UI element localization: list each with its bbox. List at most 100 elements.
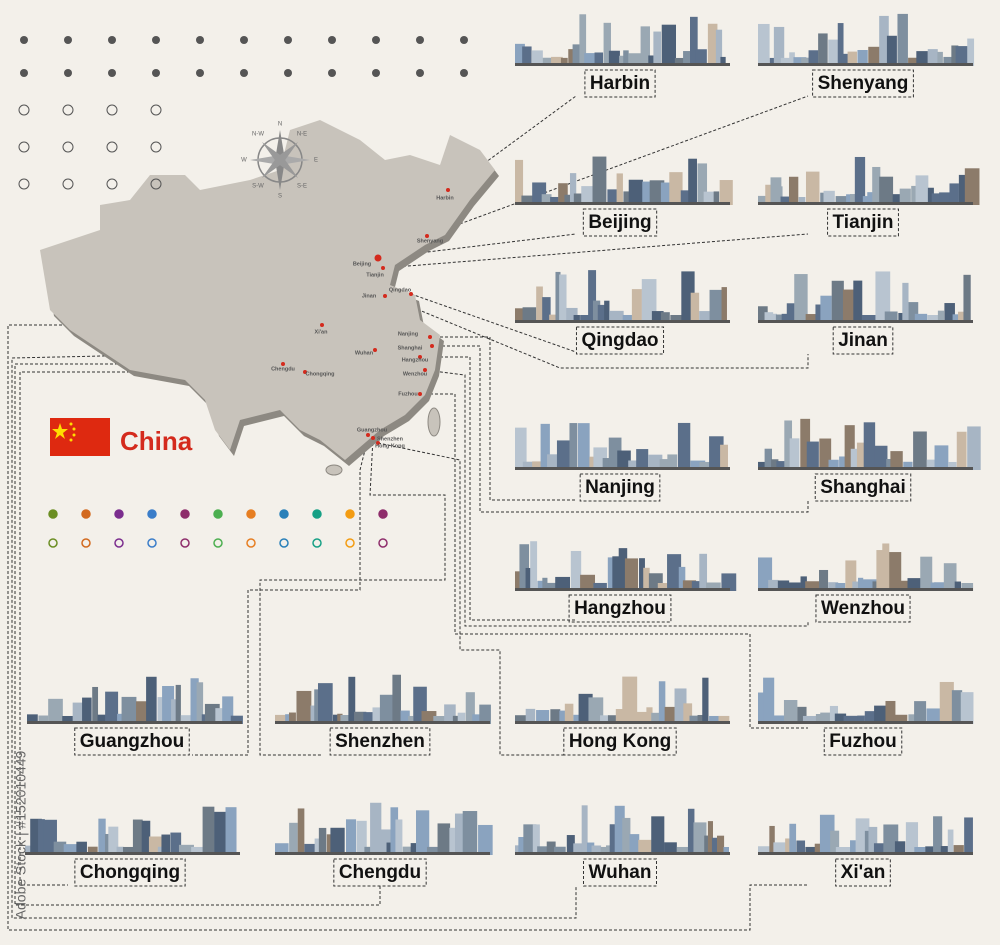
building [721,287,727,323]
compass-needle [262,142,298,178]
building [607,715,619,724]
city-map-label: Wuhan [355,350,374,356]
icon [64,69,72,77]
building [400,710,410,724]
building [542,297,551,323]
icon [106,104,118,116]
building [835,846,851,855]
building [758,306,768,323]
building [770,313,777,323]
skyline: Xi'an [758,814,973,887]
skyline: Shenyang [758,13,975,98]
building [958,311,968,323]
building [515,845,521,855]
icon [372,36,380,44]
skyline-ground [25,852,240,855]
building [678,566,686,591]
building [554,846,566,855]
building [573,314,580,323]
building [914,701,927,724]
building [564,703,574,724]
building [931,193,941,205]
building [719,180,733,205]
building [638,839,652,855]
building [842,289,854,323]
building [518,836,527,855]
city-map-label: Nanjing [398,331,418,337]
building [828,459,839,470]
building [773,26,785,66]
building [38,715,49,724]
building [876,550,884,591]
building [43,819,57,855]
building [954,581,962,591]
building [515,159,524,205]
building [758,461,766,470]
building [690,16,698,66]
icon [284,69,292,77]
building [893,714,908,724]
skyline: Shanghai [758,418,981,502]
building [479,704,491,724]
building [588,697,604,724]
building [162,685,175,724]
building [908,714,918,724]
building [62,715,76,724]
icon [20,36,28,44]
building [690,292,700,323]
building [908,57,918,66]
skyline-ground [515,852,730,855]
building [573,714,580,724]
building [190,678,199,724]
building [925,846,936,855]
map-pin [213,538,223,548]
building [847,51,857,66]
building [720,444,728,470]
building [642,181,651,205]
icon [196,36,204,44]
building [622,314,635,323]
icon [62,178,74,190]
building [805,314,817,323]
city-map-label: Chengdu [271,366,295,372]
building [697,163,708,205]
label-box [814,473,912,502]
icon [62,104,74,116]
label-box [584,69,656,98]
building [222,696,234,724]
building [713,191,720,205]
building [550,196,559,205]
building [933,816,943,855]
building [930,582,937,591]
building [763,677,775,724]
building [717,835,725,855]
building [594,52,604,66]
building [788,582,801,591]
building [618,548,628,591]
icon [108,36,116,44]
building [660,312,670,323]
building [661,24,677,67]
building [951,690,963,724]
icon [240,36,248,44]
building [764,448,773,470]
building [108,826,119,855]
building [773,715,785,724]
building [939,681,954,724]
compass-label: W [241,158,247,164]
building [449,827,457,855]
skyline-ground [515,320,730,323]
connector-line [14,363,381,906]
building [839,456,847,470]
city-map-label: Tianjin [366,272,384,278]
city-dot [418,392,422,396]
skyline: Shenzhen [275,674,491,756]
building [584,53,595,66]
building [648,55,656,66]
building [669,172,683,205]
building [783,700,798,724]
building [275,843,289,855]
map-pin [312,509,322,519]
building [606,845,612,855]
building [949,183,959,205]
